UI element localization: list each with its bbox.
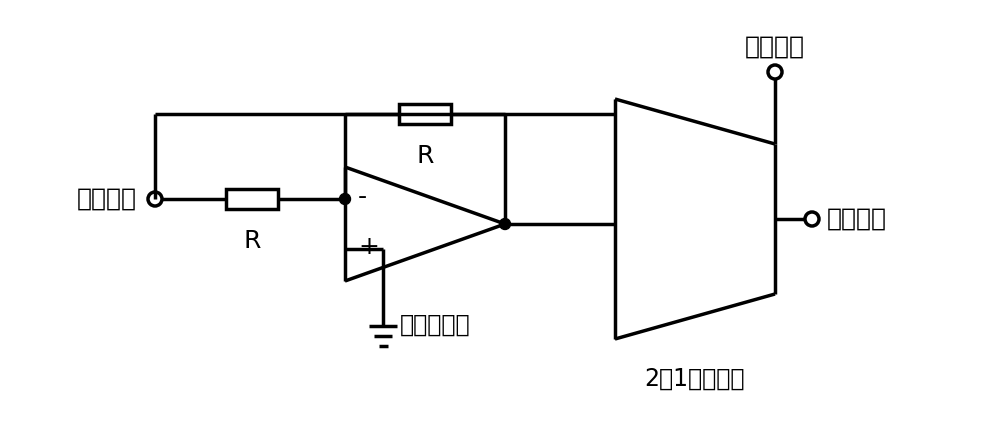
Circle shape [500,218,511,230]
Text: 运算放大器: 运算放大器 [400,313,470,337]
Text: R: R [243,229,261,253]
Text: 输入信号: 输入信号 [77,187,137,211]
Text: -: - [358,185,367,209]
Text: +: + [358,235,379,259]
Bar [399,104,451,124]
Text: 掩膜信号: 掩膜信号 [745,35,805,59]
Circle shape [340,194,351,205]
Text: R: R [416,144,434,168]
Text: 2选1模拟开关: 2选1模拟开关 [645,367,745,391]
Bar [226,189,278,209]
Text: 输出信号: 输出信号 [827,207,887,231]
